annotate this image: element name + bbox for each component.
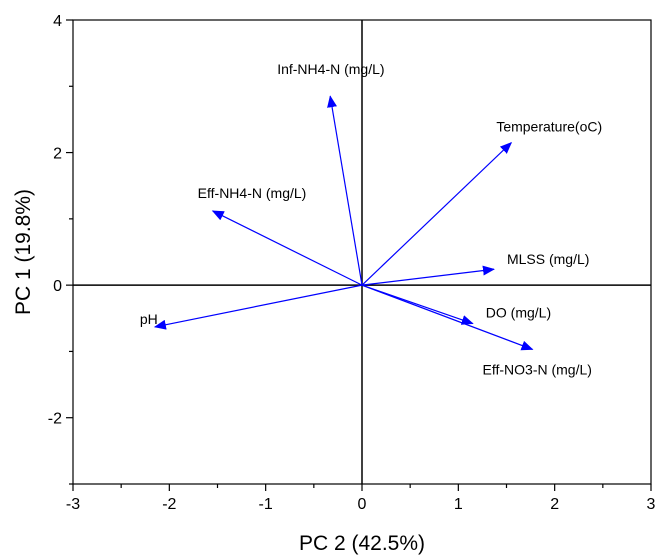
x-tick-label: 3 [647,496,656,513]
x-axis-title: PC 2 (42.5%) [299,532,425,555]
x-tick-label: -1 [259,496,273,513]
vector-label: Inf-NH4-N (mg/L) [277,61,384,77]
vector-label: DO (mg/L) [486,305,551,321]
x-tick-label: 0 [358,496,367,513]
y-tick-label: -2 [48,411,62,428]
loading-arrow [361,284,534,351]
y-axis-ticks: -2 0 2 4 [48,13,73,485]
vector-label: pH [140,311,158,327]
vector-label: MLSS (mg/L) [507,251,589,267]
x-tick-label: -3 [66,496,80,513]
loading-arrow [361,141,513,286]
loading-vectors: Inf-NH4-N (mg/L) Temperature(oC) Eff-NH4-N… [140,61,602,377]
x-tick-label: 2 [550,496,559,513]
x-axis-ticks: -3 -2 -1 0 1 2 3 [66,484,656,513]
loading-arrow [327,95,363,286]
y-tick-label: 0 [53,278,62,295]
vector-label: Temperature(oC) [496,119,602,135]
x-tick-label: -2 [162,496,176,513]
vector-label: Eff-NH4-N (mg/L) [198,185,307,201]
y-tick-label: 4 [53,13,62,30]
loading-arrow [153,284,363,330]
y-tick-label: 2 [53,146,62,163]
loading-arrow [211,210,363,286]
y-axis-title: PC 1 (19.8%) [12,189,35,315]
vector-label: Eff-NO3-N (mg/L) [483,361,592,377]
x-tick-label: 1 [454,496,463,513]
loading-arrow [361,265,495,286]
